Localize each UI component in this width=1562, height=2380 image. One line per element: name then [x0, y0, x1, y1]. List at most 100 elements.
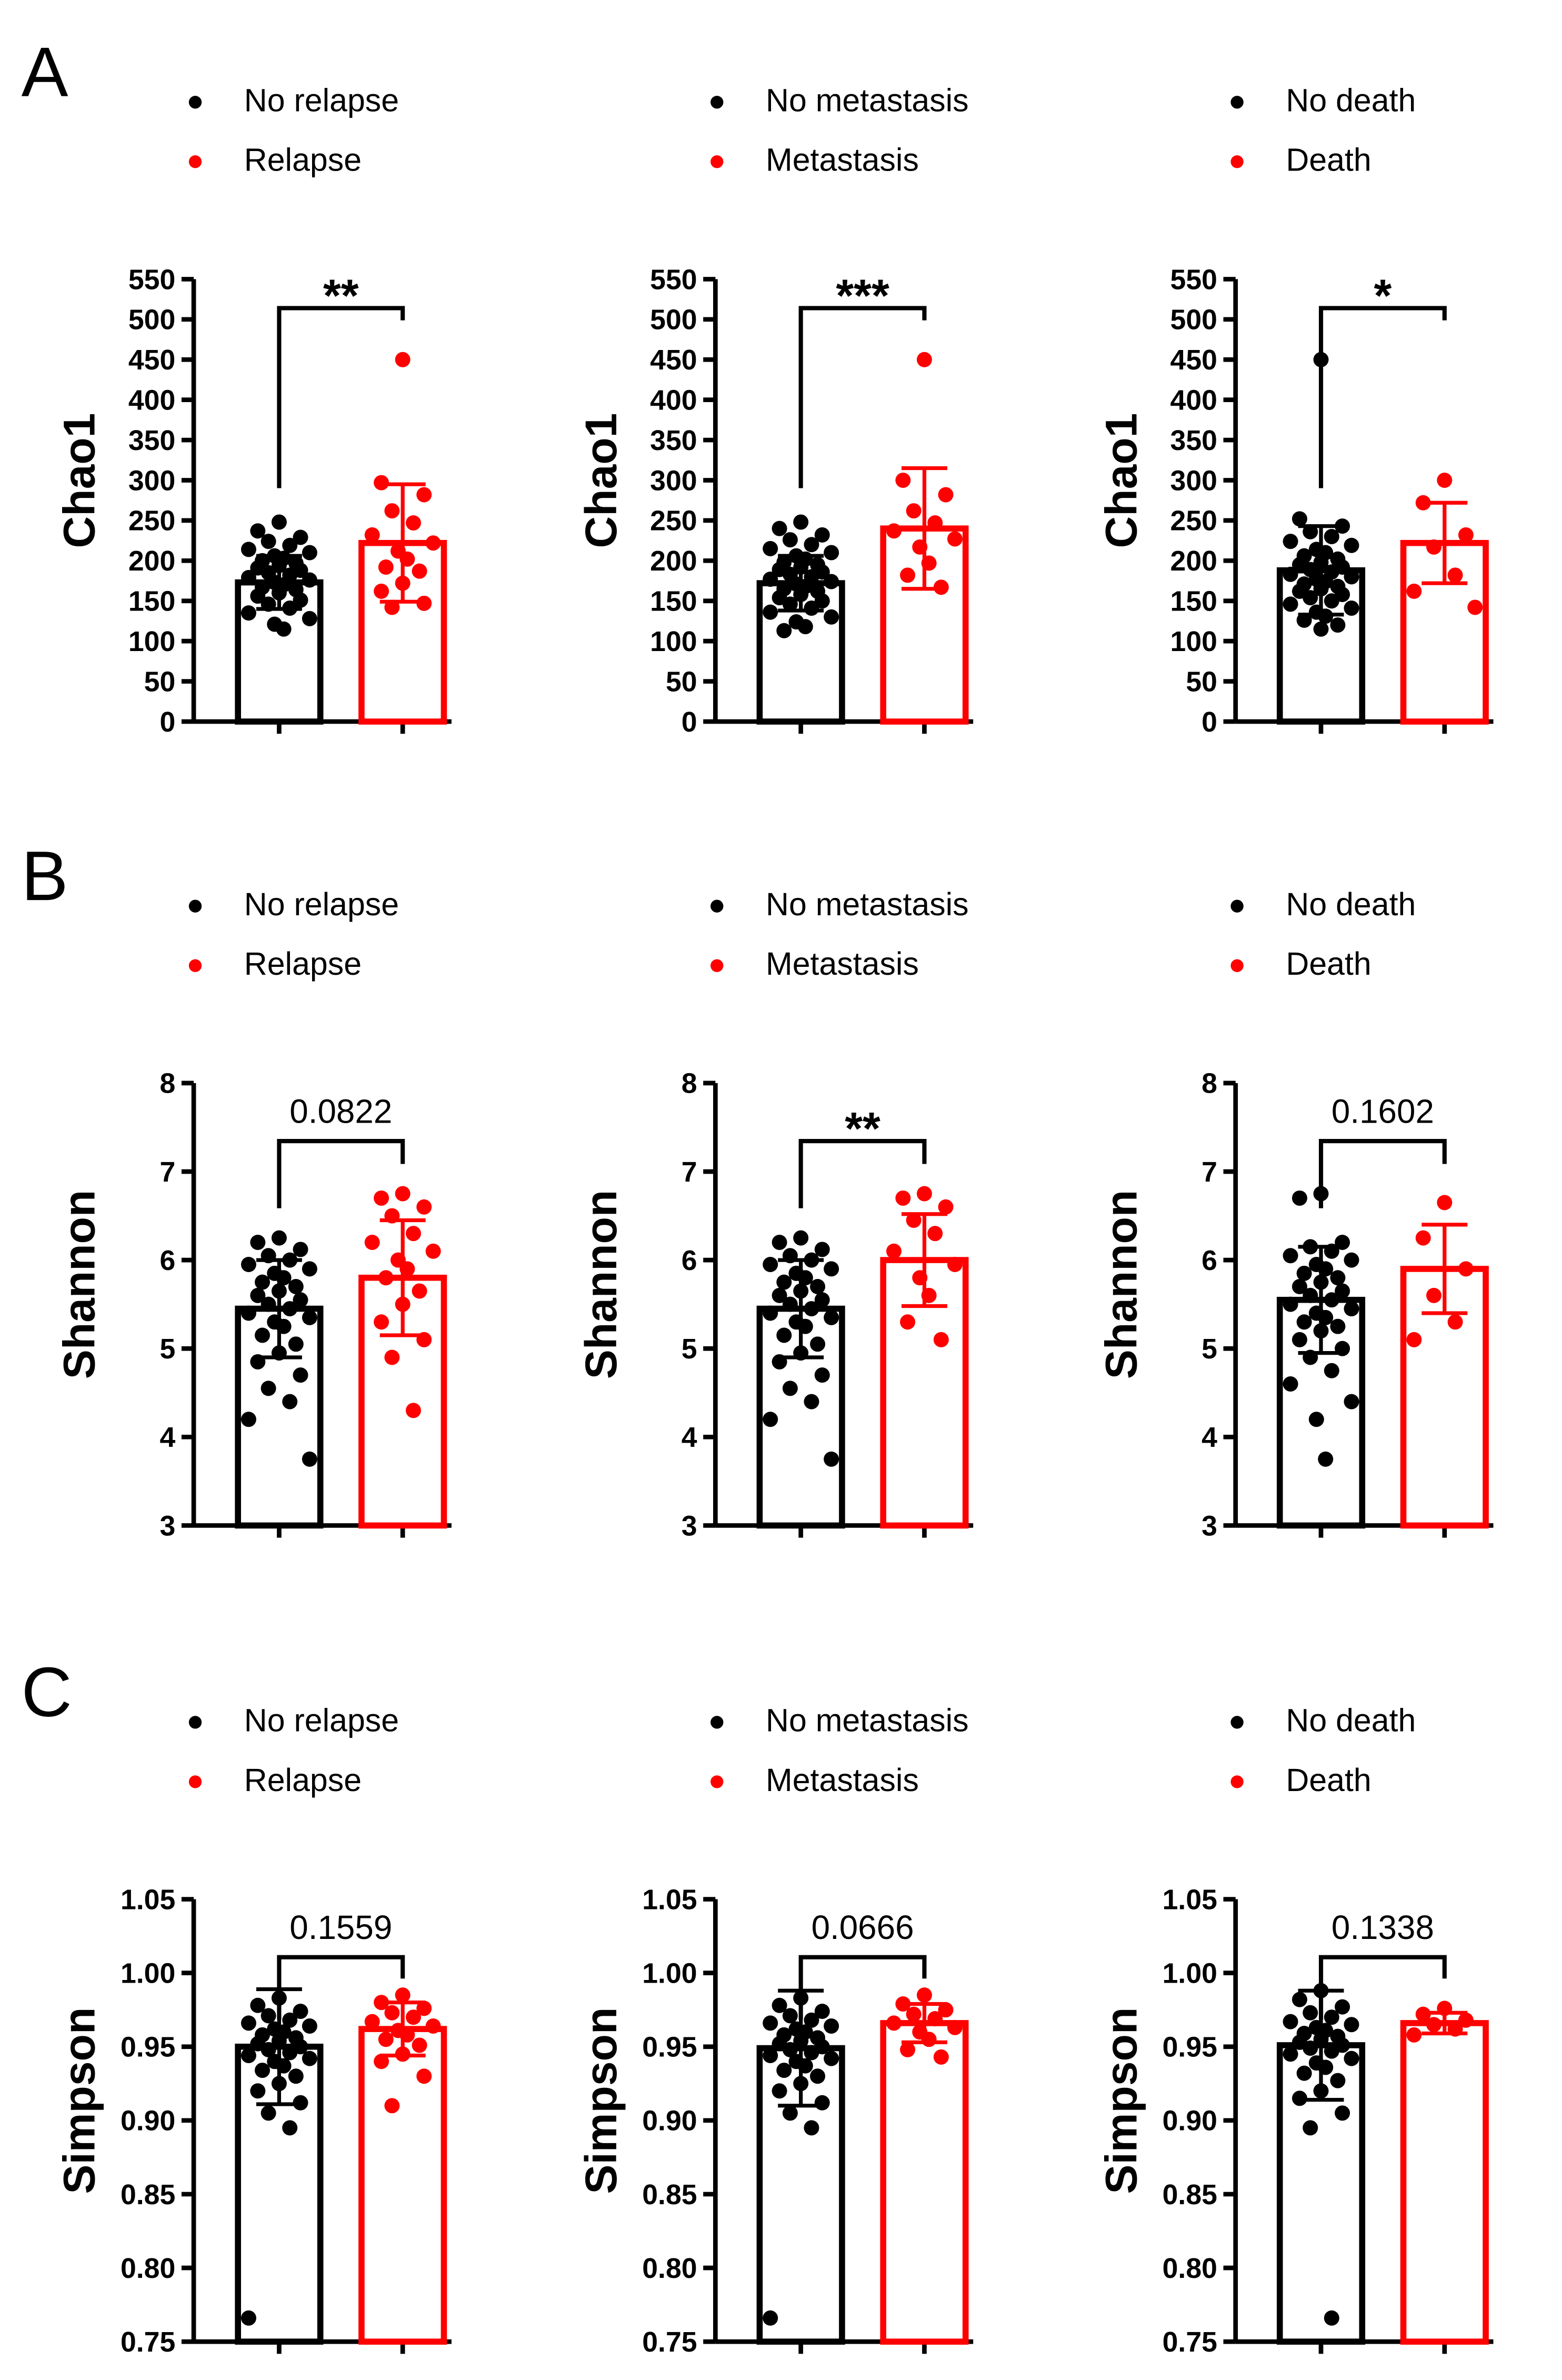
data-point [793, 2033, 809, 2049]
data-point [271, 2076, 287, 2092]
y-tick-label: 450 [1170, 344, 1217, 376]
data-point [302, 611, 317, 626]
y-tick-label: 6 [1201, 1245, 1217, 1276]
data-point [1313, 554, 1329, 570]
significance-bracket [277, 306, 405, 488]
y-axis-label: Chao1 [55, 413, 104, 548]
bar-event [880, 2020, 969, 2345]
data-point [804, 1252, 819, 1268]
y-tick-label: 0.80 [121, 2253, 175, 2284]
legend-label: No death [1286, 886, 1416, 922]
data-point [793, 559, 809, 575]
data-point [364, 2014, 380, 2029]
data-point [416, 2001, 432, 2016]
y-tick-label: 0.80 [642, 2253, 697, 2284]
y-tick-label: 400 [128, 384, 175, 416]
data-point [374, 583, 389, 599]
data-point [763, 2015, 778, 2031]
legend-marker [1230, 1775, 1244, 1788]
legend-label: No death [1286, 83, 1416, 118]
data-point [814, 527, 830, 543]
y-axis-label: Chao1 [1096, 413, 1146, 548]
data-point [250, 1234, 266, 1250]
y-tick-label: 0.90 [121, 2105, 175, 2137]
data-point [293, 1367, 308, 1383]
data-point [900, 2042, 916, 2057]
legend: No relapse Relapse [188, 1703, 399, 1798]
data-point [1335, 518, 1350, 534]
legend-marker [710, 899, 724, 913]
data-point [1344, 1252, 1359, 1268]
data-point [1303, 1349, 1318, 1365]
data-point [804, 537, 819, 553]
y-tick-label: 4 [159, 1422, 175, 1453]
data-point [810, 1279, 826, 1295]
data-point [895, 1190, 911, 1206]
y-tick-label: 1.05 [1163, 1884, 1217, 1915]
data-point [1283, 534, 1298, 549]
data-point [776, 1274, 792, 1290]
data-point [261, 534, 276, 549]
data-point [384, 1349, 400, 1365]
y-tick-label: 0.75 [642, 2326, 697, 2358]
data-point [416, 2068, 432, 2084]
data-point [793, 1230, 809, 1246]
significance-bracket [1318, 1955, 1447, 2020]
data-point [250, 1997, 266, 2013]
data-point [1415, 495, 1431, 511]
significance-label: 0.0822 [289, 1092, 392, 1130]
data-point [425, 535, 441, 551]
y-axis-label: Simpson [1096, 2007, 1146, 2194]
data-point [276, 2058, 292, 2074]
data-point [810, 1336, 826, 1352]
data-point [1426, 2017, 1442, 2033]
data-point [776, 2063, 792, 2078]
data-point [886, 1243, 902, 1259]
data-point [772, 1997, 787, 2013]
y-tick-label: 200 [1170, 545, 1217, 577]
data-point [947, 1257, 963, 1273]
data-point [1406, 1332, 1422, 1347]
data-point [261, 2042, 276, 2057]
legend-marker [188, 959, 202, 972]
data-point [302, 1451, 317, 1467]
legend-marker [188, 1775, 202, 1788]
data-point [302, 2018, 317, 2034]
data-point [384, 2098, 400, 2114]
data-point [241, 605, 256, 621]
y-tick-label: 1.00 [121, 1957, 175, 1989]
data-point [1318, 2059, 1334, 2075]
data-point [395, 1296, 410, 1312]
data-point [1324, 2009, 1339, 2025]
data-point [261, 2008, 276, 2024]
chart-panel: No relapse Relapse 0.75 0.80 0.85 0.90 0.95 1.0… [55, 1703, 452, 2358]
y-tick-label: 450 [128, 344, 175, 376]
data-point [405, 2009, 421, 2025]
data-point [886, 523, 902, 539]
data-point [384, 599, 400, 615]
data-point [241, 542, 256, 557]
data-point [302, 572, 317, 588]
data-point [1318, 1309, 1334, 1325]
y-tick-label: 550 [128, 264, 175, 295]
data-point [906, 1212, 922, 1228]
data-point [1447, 2021, 1463, 2037]
data-point [793, 514, 809, 530]
y-tick-label: 0.95 [1163, 2032, 1217, 2063]
data-point [241, 569, 256, 585]
data-point [782, 1248, 798, 1264]
data-point [1344, 2017, 1359, 2033]
data-point [824, 1309, 839, 1325]
data-point [895, 1996, 911, 2012]
legend-marker [710, 1775, 724, 1788]
data-point [1303, 1239, 1318, 1255]
y-tick-label: 400 [1170, 384, 1217, 416]
y-axis-label: Shannon [1096, 1190, 1146, 1379]
data-point [916, 1186, 932, 1202]
data-point [1335, 1234, 1350, 1250]
legend-marker [710, 959, 724, 972]
data-point [1313, 581, 1329, 597]
data-point [1303, 524, 1318, 539]
data-point [938, 1199, 954, 1215]
legend-label: Death [1286, 142, 1371, 178]
